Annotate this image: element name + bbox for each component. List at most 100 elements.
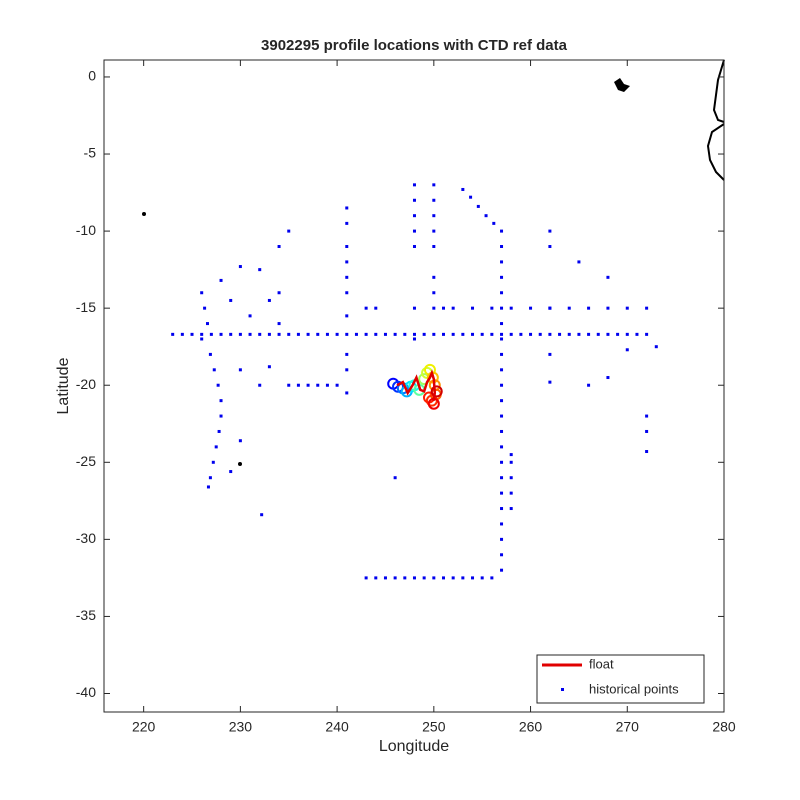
historical-point (335, 332, 339, 336)
historical-point (214, 445, 218, 449)
historical-point (345, 314, 349, 318)
chart-title: 3902295 profile locations with CTD ref d… (261, 37, 568, 54)
historical-point (296, 332, 300, 336)
historical-point (238, 332, 242, 336)
historical-point (606, 275, 610, 279)
historical-point (219, 399, 223, 403)
y-tick-label: -40 (76, 684, 96, 700)
historical-point (432, 332, 436, 336)
marks (171, 183, 658, 580)
historical-point (432, 275, 436, 279)
historical-point (200, 332, 204, 336)
historical-point (208, 352, 212, 356)
historical-point (587, 332, 591, 336)
historical-point (316, 383, 320, 387)
historical-point (412, 332, 416, 336)
historical-point (258, 268, 262, 272)
historical-point (306, 383, 310, 387)
historical-point (538, 332, 542, 336)
x-tick-label: 230 (229, 719, 253, 735)
island (238, 462, 242, 466)
historical-point (645, 450, 649, 454)
historical-point (500, 306, 504, 310)
historical-point (345, 221, 349, 225)
historical-point (548, 380, 552, 384)
historical-point (364, 306, 368, 310)
historical-point (345, 260, 349, 264)
historical-point (558, 332, 562, 336)
x-tick-label: 260 (519, 719, 543, 735)
historical-point (480, 576, 484, 580)
historical-point (345, 291, 349, 295)
historical-point (412, 198, 416, 202)
historical-point (587, 383, 591, 387)
historical-point (587, 306, 591, 310)
historical-point (200, 337, 204, 341)
y-tick-label: -20 (76, 376, 96, 392)
historical-point (490, 576, 494, 580)
historical-point (500, 368, 504, 372)
historical-point (374, 332, 378, 336)
historical-point (461, 332, 465, 336)
historical-point (258, 332, 262, 336)
island (614, 78, 630, 92)
historical-point (412, 229, 416, 233)
x-tick-label: 270 (616, 719, 640, 735)
historical-point (645, 332, 649, 336)
historical-point (260, 513, 264, 517)
historical-point (509, 460, 513, 464)
coastline (706, 59, 725, 181)
historical-point (500, 460, 504, 464)
historical-point (267, 332, 271, 336)
historical-point (393, 332, 397, 336)
historical-point (500, 491, 504, 495)
historical-point (432, 306, 436, 310)
historical-point (442, 576, 446, 580)
historical-point (500, 414, 504, 418)
historical-point (471, 332, 475, 336)
historical-point (461, 576, 465, 580)
historical-point (325, 383, 329, 387)
historical-point (500, 352, 504, 356)
historical-point (509, 332, 513, 336)
historical-point (577, 332, 581, 336)
historical-point (219, 414, 223, 418)
historical-point (393, 576, 397, 580)
historical-point (548, 229, 552, 233)
y-tick-label: -30 (76, 530, 96, 546)
historical-point (229, 332, 233, 336)
historical-point (364, 576, 368, 580)
y-tick-label: -10 (76, 222, 96, 238)
historical-point (287, 229, 291, 233)
historical-point (500, 522, 504, 526)
historical-point (345, 245, 349, 249)
historical-point (500, 553, 504, 557)
historical-point (645, 414, 649, 418)
historical-point (403, 332, 407, 336)
historical-point (645, 306, 649, 310)
legend-label: float (589, 656, 614, 671)
y-tick-label: -5 (84, 145, 97, 161)
historical-point (217, 429, 221, 433)
historical-point (606, 332, 610, 336)
historical-point (490, 332, 494, 336)
historical-point (422, 332, 426, 336)
historical-point (403, 576, 407, 580)
historical-point (216, 383, 220, 387)
historical-point (412, 214, 416, 218)
historical-point (345, 391, 349, 395)
historical-point (316, 332, 320, 336)
historical-point (325, 332, 329, 336)
historical-point (248, 332, 252, 336)
historical-point (529, 332, 533, 336)
historical-point (432, 229, 436, 233)
historical-point (287, 332, 291, 336)
historical-point (383, 576, 387, 580)
historical-point (625, 306, 629, 310)
historical-point (500, 322, 504, 326)
axes-box (103, 59, 725, 713)
historical-point (248, 314, 252, 318)
historical-point (205, 322, 209, 326)
historical-point (374, 306, 378, 310)
